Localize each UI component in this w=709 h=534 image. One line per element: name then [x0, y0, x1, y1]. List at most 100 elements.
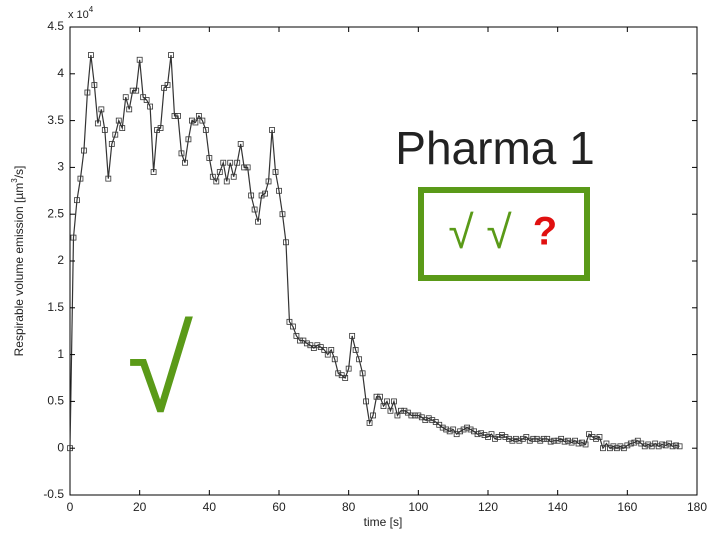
marker: [467, 426, 474, 433]
y-tick-label: 1: [57, 347, 64, 361]
marker: [554, 437, 561, 444]
y-tick-label: 4: [57, 66, 64, 80]
y-tick-label: 3.5: [47, 113, 64, 127]
marker: [655, 443, 662, 450]
marker: [258, 192, 265, 199]
x-tick-label: 60: [272, 500, 286, 514]
marker: [547, 438, 554, 445]
marker: [356, 356, 363, 363]
marker: [408, 412, 415, 419]
marker: [366, 420, 373, 426]
y-tick-label: 3: [57, 160, 64, 174]
marker: [70, 234, 77, 241]
marker: [530, 435, 537, 442]
x-tick-label: 120: [478, 500, 498, 514]
marker: [251, 206, 258, 213]
marker: [189, 117, 195, 124]
marker: [227, 159, 234, 166]
y-tick-label: 1.5: [47, 300, 64, 314]
marker: [391, 398, 397, 405]
marker: [575, 440, 582, 447]
y-label-main: Respirable volume emission [µm: [12, 183, 26, 357]
marker: [276, 187, 282, 194]
marker: [216, 169, 223, 175]
marker: [175, 113, 181, 119]
marker: [77, 175, 84, 182]
annotation-question: ?: [533, 210, 557, 254]
y-label-end: /s]: [12, 166, 26, 179]
marker: [415, 412, 422, 419]
marker: [645, 441, 652, 448]
marker: [422, 417, 429, 424]
marker: [223, 178, 230, 185]
x-tick-label: 180: [687, 500, 707, 514]
marker: [303, 340, 310, 347]
marker: [492, 435, 498, 442]
marker: [457, 428, 464, 435]
marker: [133, 87, 140, 94]
marker: [293, 332, 300, 339]
marker: [627, 440, 634, 447]
marker: [185, 136, 192, 143]
marker: [195, 113, 202, 119]
marker: [269, 127, 275, 133]
x-axis-label: time [s]: [364, 515, 403, 529]
y-axis-label: Respirable volume emission [µm3/s]: [10, 166, 26, 357]
marker: [481, 432, 488, 438]
marker: [150, 169, 157, 175]
marker: [182, 159, 188, 166]
marker: [603, 440, 610, 447]
marker: [607, 445, 613, 452]
marker: [495, 434, 502, 440]
marker: [143, 97, 150, 103]
marker: [112, 131, 119, 138]
marker: [126, 106, 133, 113]
marker: [81, 147, 87, 154]
marker: [192, 119, 199, 126]
marker: [401, 407, 408, 414]
marker: [272, 169, 279, 175]
marker: [213, 178, 220, 185]
x-tick-label: 80: [342, 500, 356, 514]
marker: [582, 441, 589, 448]
annotation-title: Pharma 1: [395, 122, 594, 174]
marker: [443, 426, 450, 433]
marker: [88, 52, 94, 58]
marker: [516, 437, 523, 444]
annotation-checks: √ √: [448, 206, 512, 258]
marker: [624, 442, 631, 449]
series: [67, 52, 683, 452]
marker: [171, 113, 178, 119]
marker: [439, 424, 446, 431]
marker: [600, 445, 606, 452]
marker: [105, 175, 112, 182]
marker: [363, 398, 369, 405]
marker: [387, 407, 394, 414]
marker: [446, 428, 453, 435]
marker: [373, 393, 380, 400]
marker: [519, 435, 526, 442]
marker: [147, 103, 154, 110]
marker: [502, 434, 509, 440]
marker: [499, 432, 505, 438]
marker: [244, 164, 251, 171]
marker: [596, 434, 603, 440]
marker: [119, 125, 126, 131]
marker: [164, 82, 171, 88]
marker: [540, 435, 547, 442]
marker: [237, 141, 244, 147]
marker: [122, 94, 129, 101]
y-label-sup: 3: [10, 178, 19, 183]
marker: [154, 127, 160, 133]
marker: [331, 356, 338, 363]
marker: [411, 412, 418, 419]
marker: [617, 443, 624, 450]
y-tick-label: 0.5: [47, 394, 64, 408]
marker: [265, 178, 272, 185]
marker: [662, 442, 669, 449]
marker: [248, 192, 255, 199]
marker: [255, 218, 262, 225]
marker: [352, 347, 359, 353]
x-tick-label: 0: [67, 500, 74, 514]
